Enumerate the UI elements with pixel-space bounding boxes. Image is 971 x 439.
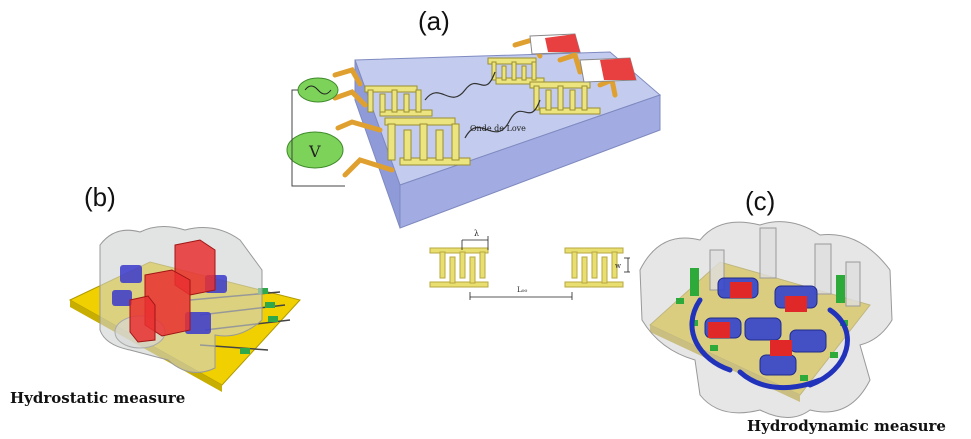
saw-sensor-chip: V	[286, 33, 661, 229]
substrate-side	[399, 94, 661, 229]
distance-label: L₀₀	[517, 286, 527, 294]
love-wave-top	[424, 71, 496, 101]
hydrostatic-cell	[68, 226, 301, 392]
red-sensors-c	[708, 282, 807, 356]
panel-label-c: (c)	[745, 186, 776, 216]
ac-source-top	[297, 77, 339, 103]
hydrodynamic-cell	[639, 221, 893, 418]
svg-text:V: V	[308, 142, 321, 161]
idt-left-bottom	[384, 117, 471, 166]
love-wave-label: Onde de Love	[470, 124, 526, 133]
idt-right-top	[487, 57, 545, 85]
wire-source	[291, 89, 345, 187]
idt-right-bottom	[529, 81, 601, 115]
idt-left-top	[364, 85, 433, 117]
panel-label-b: (b)	[84, 182, 116, 212]
ac-source-bottom: V	[286, 131, 344, 169]
fluid-chambers	[129, 239, 216, 343]
hydrostatic-caption: Hydrostatic measure	[10, 389, 186, 407]
wavelength-label: λ	[474, 229, 479, 238]
idt-geometry-detail	[429, 236, 630, 300]
love-wave-bottom	[464, 99, 541, 139]
panel-label-a: (a)	[418, 6, 450, 36]
output-pads	[529, 33, 637, 83]
hydrodynamic-caption: Hydrodynamic measure	[747, 417, 946, 435]
width-label: w	[615, 262, 621, 270]
